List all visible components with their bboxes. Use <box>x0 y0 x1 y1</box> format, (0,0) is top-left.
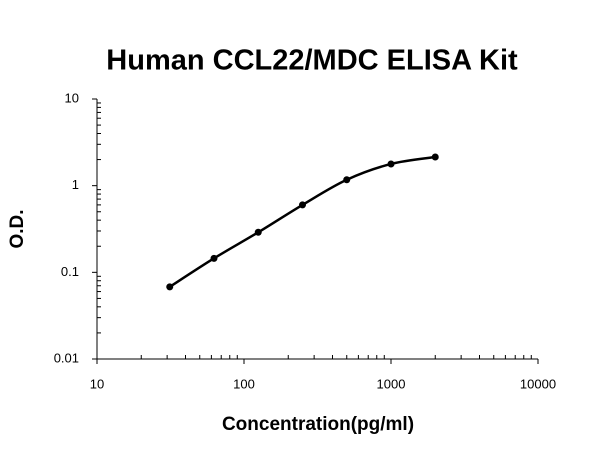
data-point <box>387 160 395 168</box>
y-axis-label: O.D. <box>7 209 28 248</box>
x-tick-label: 10 <box>90 376 104 391</box>
y-tick-label: 0.01 <box>54 350 79 365</box>
chart-title: Human CCL22/MDC ELISA Kit <box>106 45 518 77</box>
x-tick-label: 10000 <box>520 376 556 391</box>
data-point <box>166 283 174 291</box>
data-point <box>254 228 262 236</box>
x-tick-label: 1000 <box>377 376 406 391</box>
x-tick-label: 100 <box>233 376 255 391</box>
x-axis-label: Concentration(pg/ml) <box>222 414 414 435</box>
y-tick-label: 10 <box>65 90 79 105</box>
data-point <box>343 176 351 184</box>
y-tick-label: 0.1 <box>61 264 79 279</box>
data-point <box>298 201 306 209</box>
y-tick-label: 1 <box>72 177 79 192</box>
data-point <box>210 254 218 262</box>
data-point <box>431 153 439 161</box>
